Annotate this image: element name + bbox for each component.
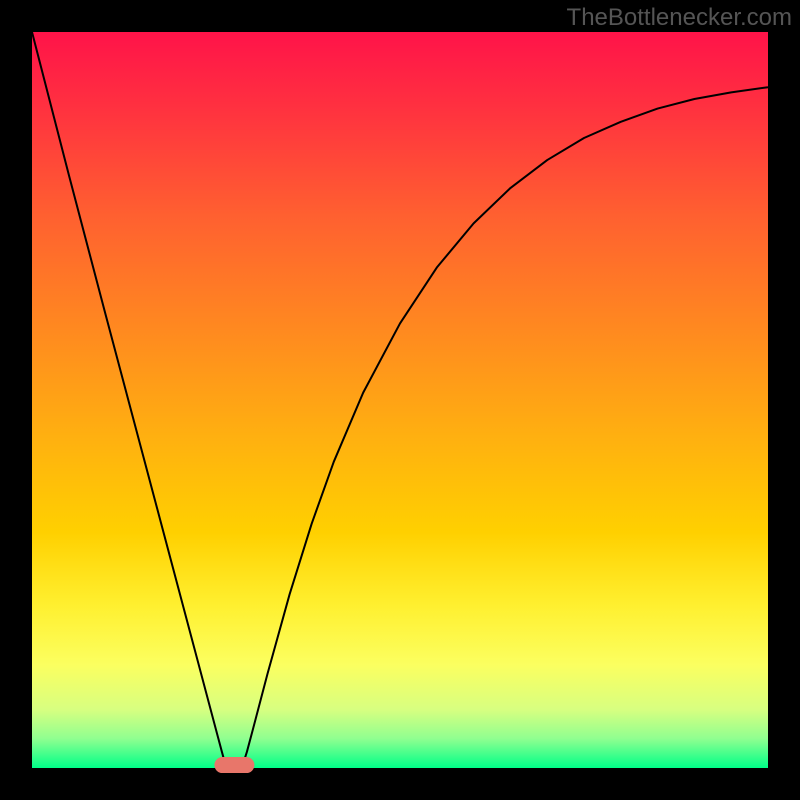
chart-container: TheBottlenecker.com [0,0,800,800]
min-marker [214,757,254,773]
chart-svg [0,0,800,800]
watermark-text: TheBottlenecker.com [567,4,792,32]
plot-background [32,32,768,768]
